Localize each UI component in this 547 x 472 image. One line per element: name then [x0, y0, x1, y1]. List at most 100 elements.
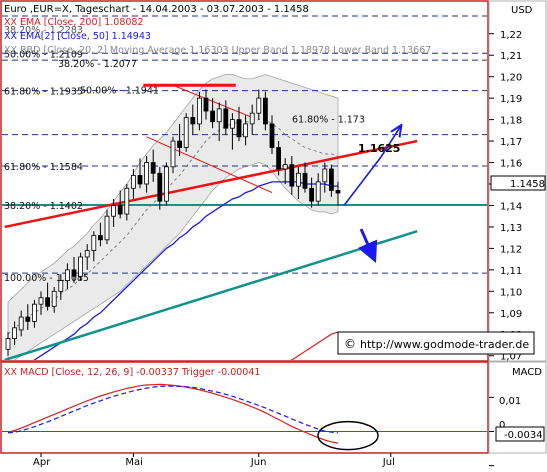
candle-body-36 [243, 123, 249, 138]
legend-bollinger: XX BBD [Close, 20, 2] Moving Average 1.1… [4, 45, 431, 56]
candle-body-1 [12, 327, 18, 339]
legend-hidden-fib: 38.20% - 1.2283 [4, 25, 83, 36]
copyright-symbol: © [344, 337, 356, 351]
candle-body-44 [295, 172, 301, 187]
projection-down-arrow [357, 228, 378, 263]
price-tick-label-15: 1,22 [500, 30, 522, 41]
ema200-line [290, 331, 339, 360]
candle-body-4 [32, 303, 37, 322]
legend-ema200: XX EMA [Close, 200] 1.08082 [4, 17, 144, 28]
candle-body-34 [229, 119, 235, 129]
candle-body-12 [84, 250, 90, 258]
candle-body-30 [203, 97, 209, 112]
candle-body-14 [98, 235, 103, 241]
candle-body-31 [210, 110, 216, 123]
price-tick-label-14: 1,21 [500, 51, 522, 62]
candle-body-9 [65, 269, 70, 281]
price-tick-label-12: 1,19 [500, 94, 522, 105]
fib-label-1: 38.20% - 1.2077 [58, 59, 137, 70]
candle-body-23 [157, 172, 163, 202]
fib-label-5: 61.80% - 1.1584 [4, 162, 83, 173]
candle-body-45 [302, 172, 308, 189]
x-tick-label-2: Jun [250, 457, 267, 468]
candle-body-29 [196, 97, 202, 125]
currency-label: USD [511, 5, 533, 16]
price-badge: 1.1458 [490, 175, 546, 191]
price-badge-value: 1.1458 [510, 179, 545, 190]
candle-body-25 [170, 140, 176, 168]
price-tick-label-7: 1,14 [500, 201, 522, 212]
macd-trigger-line [7, 385, 339, 434]
price-tick-label-5: 1,12 [500, 244, 522, 255]
price-tick-label-13: 1,20 [500, 73, 522, 84]
candle-body-0 [5, 338, 11, 350]
copyright-box: © http://www.godmode-trader.de [337, 331, 535, 355]
bollinger-mid-line [7, 119, 339, 335]
macd-panel-label: MACD [512, 367, 542, 378]
candle-body-27 [183, 117, 189, 148]
candle-body-38 [256, 97, 262, 114]
candle-body-42 [282, 164, 288, 170]
price-tick-label-6: 1,13 [500, 223, 522, 234]
candle-body-49 [328, 168, 334, 191]
candle-body-5 [38, 297, 44, 305]
candle-body-16 [111, 205, 116, 217]
candle-body-24 [163, 166, 169, 202]
x-tick-label-0: Apr [33, 457, 51, 468]
candle-body-13 [91, 235, 97, 251]
candle-body-21 [144, 162, 150, 185]
macd-line [7, 383, 339, 444]
watermark-url: http://www.godmode-trader.de [360, 338, 529, 351]
candle-body-3 [25, 316, 31, 322]
macd-legend: XX MACD [Close, 12, 26, 9] -0.00337 Trig… [4, 367, 260, 378]
candle-body-15 [104, 215, 110, 241]
candle-body-35 [236, 119, 242, 138]
macd-value-badge-text: -0.0034 [504, 430, 543, 441]
candle-body-8 [58, 280, 64, 292]
candle-body-17 [117, 205, 123, 215]
fib-label-2: 61.80% - 1.1935 [4, 87, 83, 98]
macd-value-badge: -0.0034 [495, 426, 545, 442]
price-tick-label-9: 1,16 [500, 159, 522, 170]
price-tick-label-4: 1,11 [500, 266, 522, 277]
projection-up-leg [343, 156, 382, 206]
macd-highlight-ellipse [317, 420, 379, 451]
candle-body-6 [45, 297, 50, 307]
legend-ema50: XX EMA[2] [Close, 50] 1.14943 [4, 31, 151, 42]
candle-body-10 [71, 269, 77, 277]
macd-plot-layer [2, 383, 487, 451]
candle-body-48 [322, 168, 328, 183]
macd-tick-zero: 0 [499, 420, 505, 431]
candle-body-28 [190, 117, 196, 125]
chart-title: Euro ,EUR=X, Tageschart - 14.04.2003 - 0… [4, 4, 309, 15]
candle-body-47 [315, 181, 321, 202]
fib-label-4: 61.80% - 1.173 [292, 115, 365, 126]
candle-body-33 [223, 108, 229, 129]
candle-body-7 [51, 290, 57, 307]
candle-body-32 [216, 108, 222, 123]
candle-body-22 [150, 162, 156, 174]
fib-label-3: 50.00% - 1.1941 [80, 85, 159, 96]
macd-tick-upper: 0,01 [499, 396, 521, 407]
candle-body-39 [262, 97, 268, 125]
candle-body-43 [289, 164, 295, 187]
candle-body-50 [335, 190, 341, 194]
candle-body-40 [269, 123, 275, 148]
fib-label-7: 100.00% - 1.1085 [4, 273, 89, 284]
trendline-red-support [4, 139, 418, 229]
fib-label-6: 38.20% - 1.1402 [4, 201, 83, 212]
price-tick-label-11: 1,18 [500, 116, 522, 127]
candle-body-46 [309, 187, 315, 202]
candle-body-26 [177, 140, 183, 148]
price-tick-label-3: 1,10 [500, 287, 522, 298]
trendline-channel-lower [146, 136, 273, 194]
candle-body-18 [124, 187, 130, 215]
macd-panel-frame [0, 361, 489, 454]
price-tick-label-2: 1,09 [500, 309, 522, 320]
price-tick-label-10: 1,17 [500, 137, 522, 148]
x-tick-label-3: Jul [382, 457, 395, 468]
x-tick-label-1: Mai [125, 457, 143, 468]
